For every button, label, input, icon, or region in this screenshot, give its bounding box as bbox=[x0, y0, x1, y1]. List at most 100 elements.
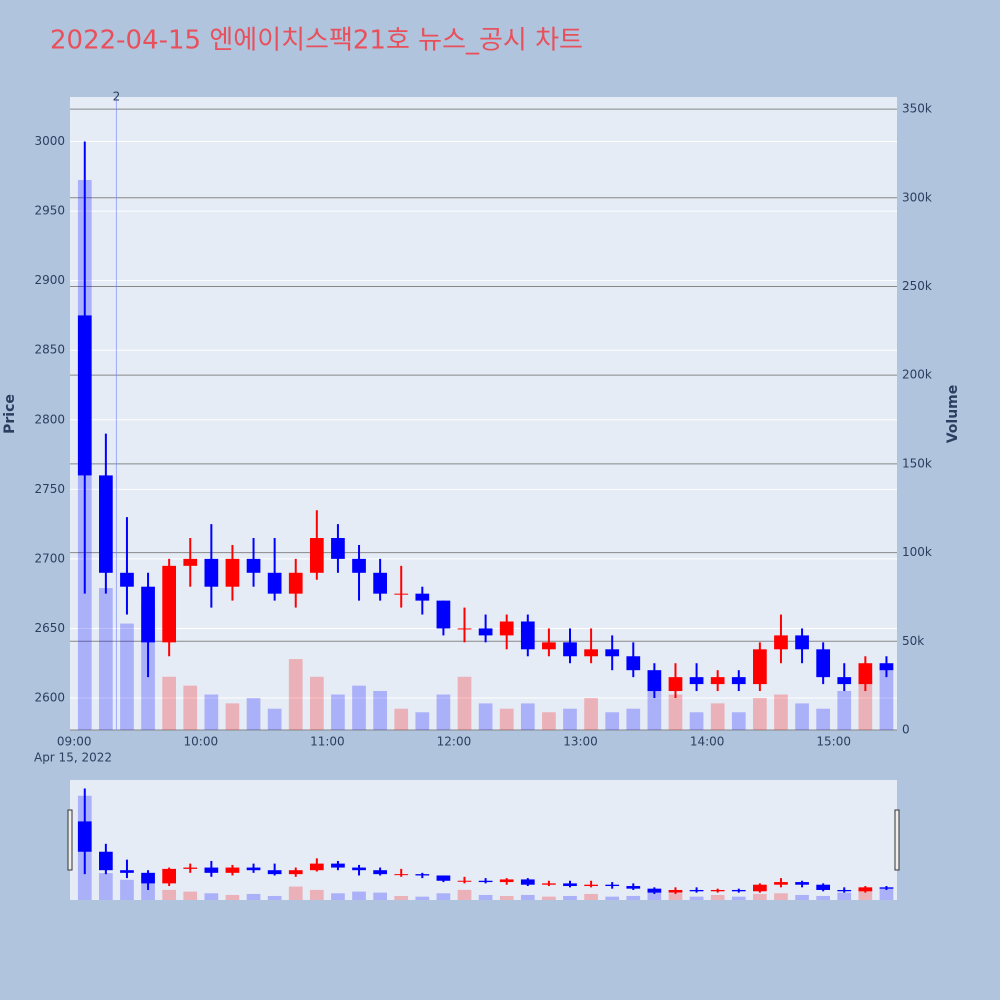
mini-candle-body bbox=[542, 883, 556, 885]
candle-body bbox=[605, 649, 620, 657]
mini-candle-body bbox=[478, 880, 493, 883]
mini-volume-bar bbox=[563, 895, 577, 900]
y-title: Price bbox=[2, 394, 18, 434]
candle-body bbox=[542, 642, 556, 650]
candle-body bbox=[77, 315, 92, 476]
mini-candle-body bbox=[77, 821, 92, 852]
volume-bar bbox=[647, 685, 662, 730]
mini-volume-bar bbox=[288, 886, 303, 900]
mini-volume-bar bbox=[668, 893, 683, 900]
mini-volume-bar bbox=[183, 891, 198, 900]
y2-tick-label: 200k bbox=[902, 368, 932, 382]
mini-candle-body bbox=[520, 879, 535, 885]
volume-bar bbox=[605, 712, 620, 730]
candle-body bbox=[837, 677, 852, 685]
volume-bar bbox=[668, 694, 683, 730]
mini-candle-body bbox=[858, 887, 873, 892]
y-tick-label: 2950 bbox=[34, 204, 65, 218]
candle-body bbox=[520, 621, 535, 650]
y2-tick-label: 300k bbox=[902, 190, 932, 204]
x-tick-label: 11:00 bbox=[310, 735, 345, 749]
volume-bar bbox=[246, 698, 261, 730]
mini-volume-bar bbox=[478, 894, 493, 900]
mini-volume-bar bbox=[225, 894, 240, 900]
candle-body bbox=[373, 572, 387, 594]
mini-volume-bar bbox=[731, 896, 746, 900]
candle-body bbox=[710, 677, 725, 685]
volume-bar bbox=[584, 698, 598, 730]
volume-bar bbox=[816, 708, 831, 730]
mini-volume-bar bbox=[120, 879, 134, 900]
mini-candle-body bbox=[795, 882, 809, 885]
x-tick-label: 10:00 bbox=[184, 735, 219, 749]
volume-bar bbox=[331, 694, 345, 730]
annotation-text: 2 bbox=[113, 90, 121, 104]
volume-bar bbox=[394, 708, 409, 730]
y2-tick-label: 100k bbox=[902, 545, 932, 559]
y-tick-label: 2850 bbox=[34, 343, 65, 357]
mini-candle-body bbox=[309, 863, 324, 871]
volume-bar bbox=[774, 694, 788, 730]
y-tick-label: 3000 bbox=[34, 134, 65, 148]
mini-volume-bar bbox=[415, 896, 430, 900]
mini-candle-body bbox=[99, 851, 113, 871]
mini-volume-bar bbox=[753, 893, 767, 900]
mini-volume-bar bbox=[394, 895, 409, 900]
volume-bar bbox=[710, 703, 725, 730]
candle-body bbox=[774, 635, 788, 650]
mini-candle-body bbox=[204, 867, 219, 873]
volume-bar bbox=[563, 708, 577, 730]
volume-bar bbox=[288, 659, 303, 730]
mini-volume-bar bbox=[373, 892, 387, 900]
volume-bar bbox=[689, 712, 704, 730]
candle-body bbox=[352, 558, 366, 573]
mini-candle-body bbox=[879, 887, 894, 889]
mini-candle-body bbox=[816, 884, 831, 890]
volume-bar bbox=[352, 685, 366, 730]
mini-candle-body bbox=[288, 870, 303, 875]
mini-candle-body bbox=[415, 874, 430, 876]
candle-body bbox=[120, 572, 134, 587]
volume-bar bbox=[162, 676, 177, 730]
mini-volume-bar bbox=[795, 894, 809, 900]
mini-volume-bar bbox=[647, 891, 662, 900]
y-tick-label: 2750 bbox=[34, 482, 65, 496]
candle-body bbox=[499, 621, 514, 636]
x-tick-label: 13:00 bbox=[563, 735, 598, 749]
candle-body bbox=[225, 558, 240, 587]
candle-body bbox=[753, 649, 767, 685]
mini-volume-bar bbox=[710, 894, 725, 900]
candle-body bbox=[879, 663, 894, 671]
candle-body bbox=[394, 593, 409, 595]
candle-body bbox=[204, 558, 219, 587]
range-slider[interactable] bbox=[70, 780, 897, 900]
mini-candle-body bbox=[584, 884, 598, 887]
y-tick-label: 2650 bbox=[34, 621, 65, 635]
mini-candle-body bbox=[605, 884, 620, 887]
y2-tick-label: 250k bbox=[902, 279, 932, 293]
mini-volume-bar bbox=[246, 893, 261, 900]
y2-tick-label: 0 bbox=[902, 723, 910, 737]
candle-body bbox=[331, 538, 345, 559]
mini-candle-body bbox=[120, 870, 134, 873]
y-tick-label: 2700 bbox=[34, 551, 65, 565]
candle-body bbox=[99, 475, 113, 573]
mini-candle-body bbox=[647, 888, 662, 893]
candle-body bbox=[858, 663, 873, 685]
mini-candle-body bbox=[626, 886, 641, 889]
mini-candle-body bbox=[753, 884, 767, 892]
candle-body bbox=[689, 677, 704, 685]
candle-body bbox=[288, 572, 303, 594]
volume-bar bbox=[373, 690, 387, 730]
y2-tick-label: 150k bbox=[902, 456, 932, 470]
mini-candle-body bbox=[162, 868, 177, 884]
candle-body bbox=[647, 670, 662, 692]
volume-bar bbox=[837, 690, 852, 730]
y-tick-label: 2800 bbox=[34, 412, 65, 426]
mini-volume-bar bbox=[352, 891, 366, 900]
candle-body bbox=[267, 572, 282, 594]
volume-bar bbox=[204, 694, 219, 730]
volume-bar bbox=[183, 685, 198, 730]
candle-body bbox=[563, 642, 577, 657]
volume-bar bbox=[499, 708, 514, 730]
